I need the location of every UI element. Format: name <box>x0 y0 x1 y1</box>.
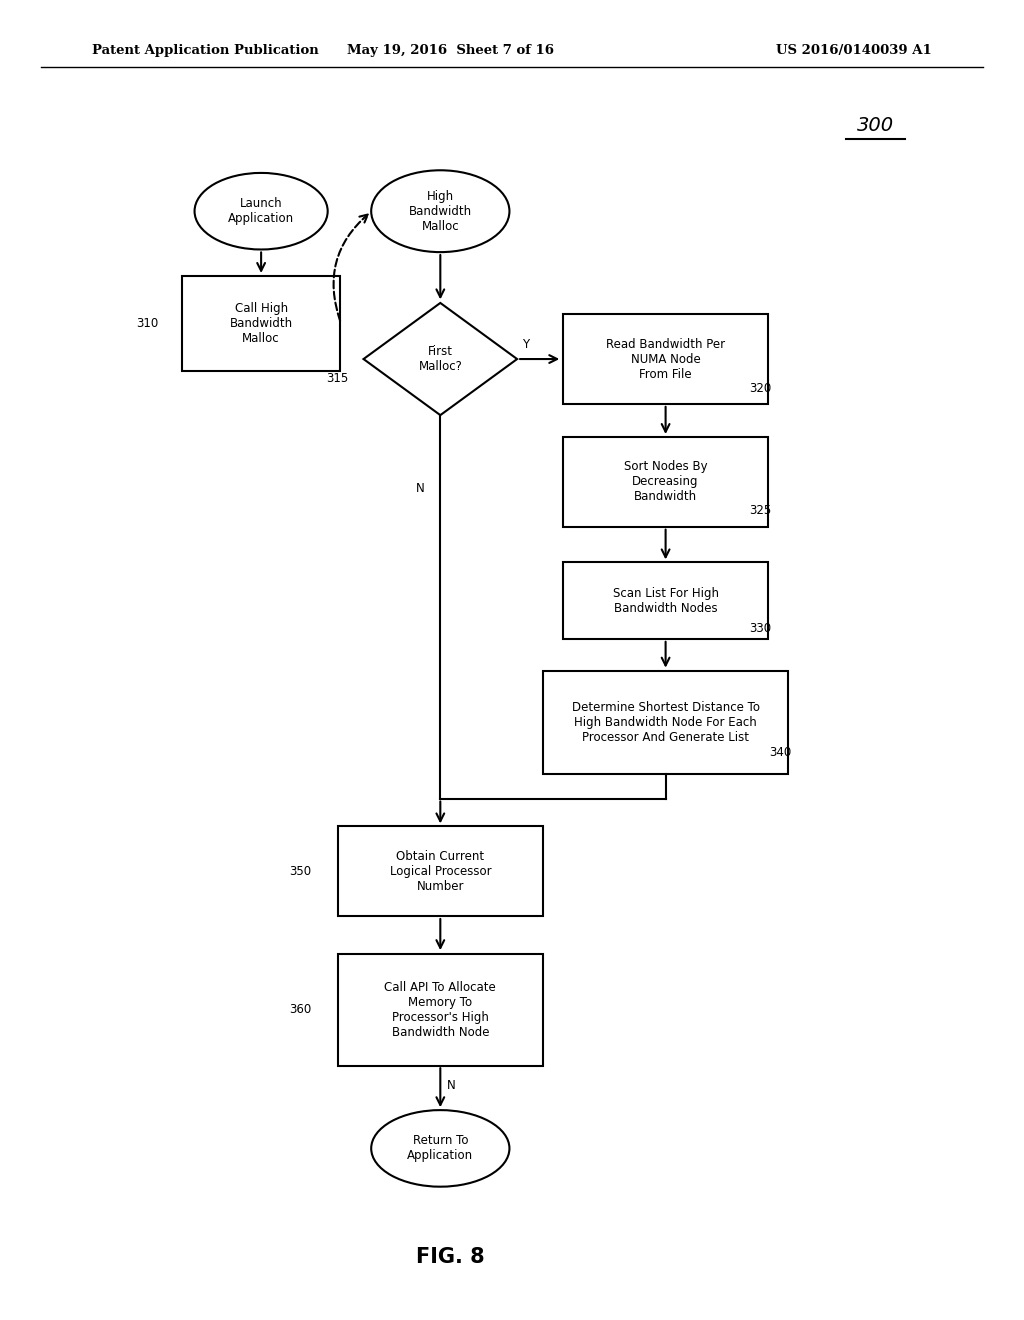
Text: 340: 340 <box>769 746 792 759</box>
Text: US 2016/0140039 A1: US 2016/0140039 A1 <box>776 44 932 57</box>
Ellipse shape <box>371 1110 510 1187</box>
FancyBboxPatch shape <box>563 562 768 639</box>
Text: 350: 350 <box>289 865 311 878</box>
Text: High
Bandwidth
Malloc: High Bandwidth Malloc <box>409 190 472 232</box>
Text: Return To
Application: Return To Application <box>408 1134 473 1163</box>
Text: N: N <box>416 482 425 495</box>
Polygon shape <box>364 304 517 414</box>
Text: Y: Y <box>522 338 529 351</box>
Text: Sort Nodes By
Decreasing
Bandwidth: Sort Nodes By Decreasing Bandwidth <box>624 461 708 503</box>
Text: Obtain Current
Logical Processor
Number: Obtain Current Logical Processor Number <box>389 850 492 892</box>
Text: Call API To Allocate
Memory To
Processor's High
Bandwidth Node: Call API To Allocate Memory To Processor… <box>384 981 497 1039</box>
FancyBboxPatch shape <box>543 671 788 774</box>
Text: 325: 325 <box>749 504 771 517</box>
Text: N: N <box>446 1078 456 1092</box>
Text: 360: 360 <box>289 1003 311 1016</box>
FancyBboxPatch shape <box>338 953 543 1067</box>
Text: 330: 330 <box>749 622 771 635</box>
Text: Patent Application Publication: Patent Application Publication <box>92 44 318 57</box>
Text: FIG. 8: FIG. 8 <box>416 1246 485 1267</box>
FancyBboxPatch shape <box>338 826 543 916</box>
Text: Scan List For High
Bandwidth Nodes: Scan List For High Bandwidth Nodes <box>612 586 719 615</box>
Text: Call High
Bandwidth
Malloc: Call High Bandwidth Malloc <box>229 302 293 345</box>
Ellipse shape <box>195 173 328 249</box>
Text: Read Bandwidth Per
NUMA Node
From File: Read Bandwidth Per NUMA Node From File <box>606 338 725 380</box>
Text: First
Malloc?: First Malloc? <box>419 345 462 374</box>
Text: May 19, 2016  Sheet 7 of 16: May 19, 2016 Sheet 7 of 16 <box>347 44 554 57</box>
Text: 315: 315 <box>326 372 348 385</box>
FancyBboxPatch shape <box>563 314 768 404</box>
Text: Determine Shortest Distance To
High Bandwidth Node For Each
Processor And Genera: Determine Shortest Distance To High Band… <box>571 701 760 743</box>
Text: 300: 300 <box>857 116 894 135</box>
FancyBboxPatch shape <box>182 276 340 371</box>
Text: 320: 320 <box>749 381 771 395</box>
Text: Launch
Application: Launch Application <box>228 197 294 226</box>
FancyBboxPatch shape <box>563 437 768 527</box>
Text: 310: 310 <box>136 317 159 330</box>
Ellipse shape <box>371 170 510 252</box>
